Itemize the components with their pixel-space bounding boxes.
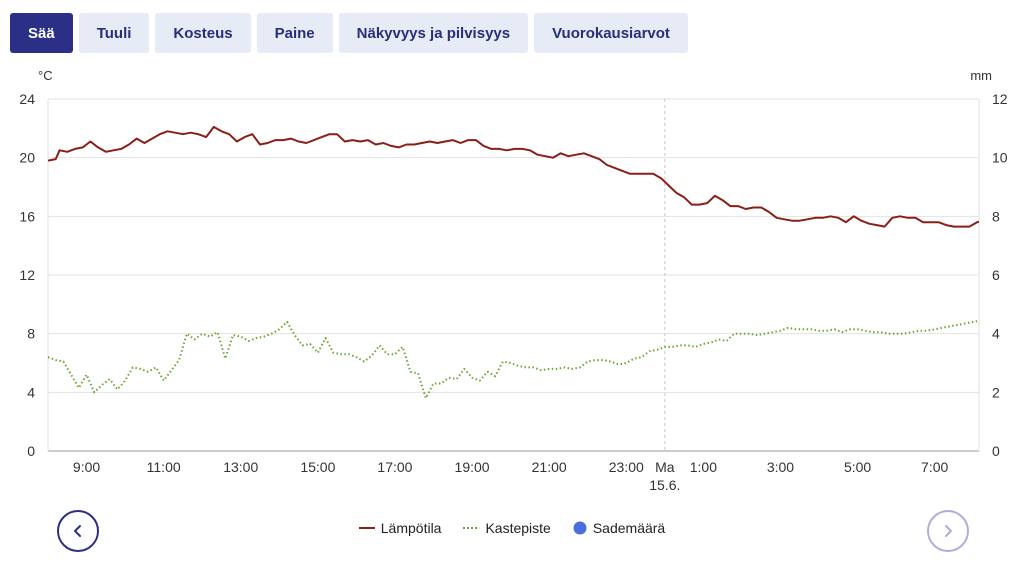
legend-item-precipitation[interactable]: Sademäärä xyxy=(573,520,665,536)
y-left-tick-label: 20 xyxy=(19,150,35,166)
y-right-tick-label: 2 xyxy=(992,384,1000,400)
tab-paine[interactable]: Paine xyxy=(256,13,333,53)
x-tick-label: 3:00 xyxy=(767,459,794,475)
y-left-tick-label: 16 xyxy=(19,208,35,224)
x-tick-sublabel: 15.6. xyxy=(649,477,680,493)
y-left-tick-label: 8 xyxy=(27,326,35,342)
tab-tuuli[interactable]: Tuuli xyxy=(78,13,150,53)
x-tick-label: 11:00 xyxy=(147,459,181,475)
y-left-tick-label: 0 xyxy=(27,443,35,459)
y-right-tick-label: 10 xyxy=(992,150,1008,166)
x-tick-label: 15:00 xyxy=(300,459,335,475)
legend-label-precipitation: Sademäärä xyxy=(592,520,666,536)
tab-bar: Sää Tuuli Kosteus Paine Näkyvyys ja pilv… xyxy=(10,13,688,53)
y-left-unit: °C xyxy=(38,68,53,83)
dewpoint-line xyxy=(48,319,979,400)
legend-label-dewpoint: Kastepiste xyxy=(485,520,551,536)
legend-item-temperature[interactable]: Lämpötila xyxy=(358,520,442,536)
tab-vuorokausiarvot[interactable]: Vuorokausiarvot xyxy=(534,13,688,53)
x-tick-label: 23:00 xyxy=(609,459,644,475)
chart-legend: Lämpötila Kastepiste Sademäärä xyxy=(0,520,1024,536)
tab-kosteus[interactable]: Kosteus xyxy=(155,13,251,53)
x-tick-label: 19:00 xyxy=(455,459,490,475)
x-tick-label: 1:00 xyxy=(690,459,717,475)
y-left-tick-label: 12 xyxy=(19,267,35,283)
y-right-tick-label: 12 xyxy=(992,91,1008,107)
y-right-tick-label: 4 xyxy=(992,326,1000,342)
tab-saa[interactable]: Sää xyxy=(10,13,73,53)
chevron-right-icon xyxy=(945,525,952,537)
y-right-unit: mm xyxy=(970,68,992,83)
y-right-tick-label: 8 xyxy=(992,208,1000,224)
tab-nakyvyys-ja-pilvisyys[interactable]: Näkyvyys ja pilvisyys xyxy=(338,13,529,53)
x-tick-label: 21:00 xyxy=(532,459,567,475)
next-button[interactable] xyxy=(927,510,969,552)
x-tick-label: 17:00 xyxy=(377,459,412,475)
temperature-line xyxy=(48,125,979,228)
y-right-tick-label: 6 xyxy=(992,267,1000,283)
previous-button[interactable] xyxy=(57,510,99,552)
legend-swatch-precipitation xyxy=(573,521,587,535)
chevron-left-icon xyxy=(74,525,81,537)
y-right-tick-label: 0 xyxy=(992,443,1000,459)
legend-item-dewpoint[interactable]: Kastepiste xyxy=(463,520,551,536)
legend-swatch-dewpoint xyxy=(463,527,480,529)
x-tick-label: 13:00 xyxy=(223,459,258,475)
x-tick-label: 5:00 xyxy=(844,459,871,475)
x-tick-label: 9:00 xyxy=(73,459,100,475)
x-tick-label: 7:00 xyxy=(921,459,948,475)
y-left-tick-label: 24 xyxy=(19,91,35,107)
y-left-tick-label: 4 xyxy=(27,384,35,400)
legend-label-temperature: Lämpötila xyxy=(380,520,442,536)
x-tick-label: Ma xyxy=(655,459,675,475)
legend-swatch-temperature xyxy=(358,527,375,529)
